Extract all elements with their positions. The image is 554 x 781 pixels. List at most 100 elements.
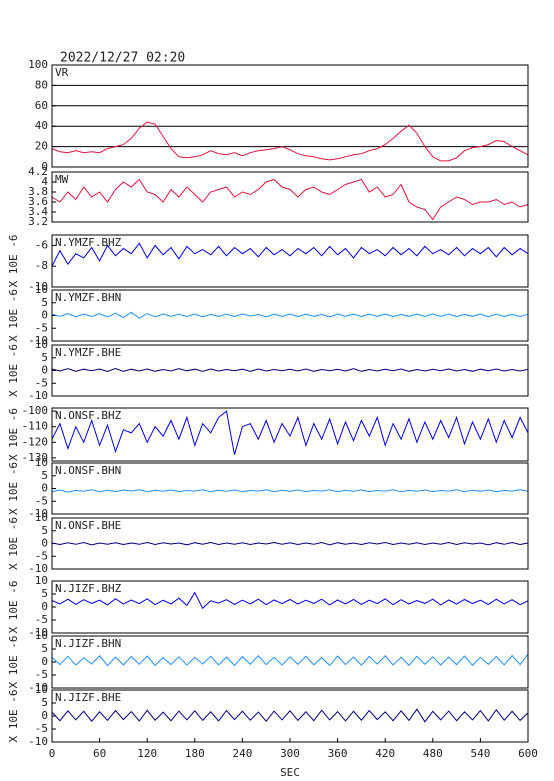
panel-frame [51,462,529,515]
y-tick-label: -130 [22,451,49,464]
trace [51,708,529,723]
y-tick-label: 3.6 [28,195,48,208]
panel-frame [51,171,529,223]
y-tick-label: 5 [41,351,48,364]
y-tick-label: 0 [41,309,48,322]
y-axis-label: X 10E -6 [7,289,20,342]
y-tick-label: 20 [35,140,48,153]
y-tick-label: 3.4 [28,205,48,218]
y-tick-label: 10 [35,283,48,296]
panel-frame [51,234,529,288]
x-tick-label: 480 [423,747,443,760]
y-axis-label: X 10E -6 [7,462,20,515]
panel-label: N.ONSF.BHZ [55,409,122,422]
panel-frame [51,517,529,570]
x-tick-label: 180 [185,747,205,760]
y-axis-label: X 10E -6 [7,581,20,634]
y-tick-label: 5 [41,642,48,655]
y-axis-label: X 10E -6 [7,408,20,461]
y-tick-label: 10 [35,683,48,696]
y-axis-label: X 10E -6 [7,235,20,288]
panel-frame [51,689,529,743]
y-tick-label: -100 [22,404,49,417]
y-tick-label: -10 [28,507,48,520]
trace [51,541,529,546]
trace [51,591,529,610]
panel-label: N.JIZF.BHZ [55,582,122,595]
panel-label: N.YMZF.BHZ [55,236,122,249]
y-tick-label: 60 [35,99,48,112]
y-tick-label: -5 [35,722,48,735]
trace [51,311,529,319]
y-tick-label: -10 [28,280,48,293]
x-tick-label: 360 [328,747,348,760]
y-tick-label: -10 [28,334,48,347]
y-tick-label: -10 [28,681,48,694]
x-tick-label: 120 [137,747,157,760]
panel-frame [51,407,529,462]
y-tick-label: 0 [41,364,48,377]
x-tick-label: 420 [375,747,395,760]
y-tick-label: 40 [35,119,48,132]
y-tick-label: -120 [22,435,49,448]
y-tick-label: 100 [28,58,48,71]
y-axis-label: X 10E -6 [7,517,20,570]
y-tick-label: 3.8 [28,185,48,198]
y-tick-label: 10 [35,456,48,469]
y-tick-label: 0 [41,537,48,550]
y-tick-label: -8 [35,259,48,272]
y-tick-label: -5 [35,613,48,626]
y-tick-label: -110 [22,420,49,433]
panel-frame [51,344,529,397]
y-tick-label: -5 [35,321,48,334]
panel-frame [51,635,529,689]
y-tick-label: 0 [41,160,48,173]
trace [51,489,529,493]
y-tick-label: 4.2 [28,165,48,178]
y-axis-label: X 10E -6 [7,636,20,689]
y-axis-label: X 10E -6 [7,344,20,397]
y-tick-label: 0 [41,709,48,722]
x-tick-label: 600 [518,747,538,760]
panel-label: N.YMZF.BHN [55,291,121,304]
panel-label: N.JIZF.BHN [55,637,121,650]
y-tick-label: 4 [41,175,48,188]
y-tick-label: 5 [41,587,48,600]
x-tick-label: 0 [49,747,56,760]
y-tick-label: -6 [35,238,48,251]
y-tick-label: 5 [41,296,48,309]
trace [51,410,529,455]
y-tick-label: 5 [41,696,48,709]
y-tick-label: -10 [28,735,48,748]
trace [51,653,529,667]
y-tick-label: 5 [41,524,48,537]
panel-label: VR [55,66,69,79]
y-tick-label: -10 [28,626,48,639]
x-axis-label: SEC [280,766,300,779]
x-tick-label: 300 [280,747,300,760]
y-tick-label: 3.2 [28,215,48,228]
y-tick-label: -5 [35,549,48,562]
y-tick-label: 10 [35,574,48,587]
y-tick-label: 0 [41,600,48,613]
y-tick-label: -5 [35,494,48,507]
y-tick-label: 5 [41,469,48,482]
y-tick-label: -5 [35,376,48,389]
panel-label: N.ONSF.BHE [55,519,121,532]
trace [51,367,529,373]
y-tick-label: 10 [35,338,48,351]
panel-frame [51,289,529,342]
trace [51,121,529,162]
panel-frame [51,64,529,168]
y-tick-label: -10 [28,562,48,575]
chart-title: 2022/12/27 02:20 [60,51,185,66]
y-tick-label: -10 [28,389,48,402]
trace [51,242,529,267]
y-tick-label: 0 [41,655,48,668]
y-axis-label: X 10E -6 [7,690,20,743]
x-tick-label: 60 [93,747,106,760]
panel-label: N.ONSF.BHN [55,464,121,477]
panel-label: MW [55,173,69,186]
panel-frame [51,580,529,634]
